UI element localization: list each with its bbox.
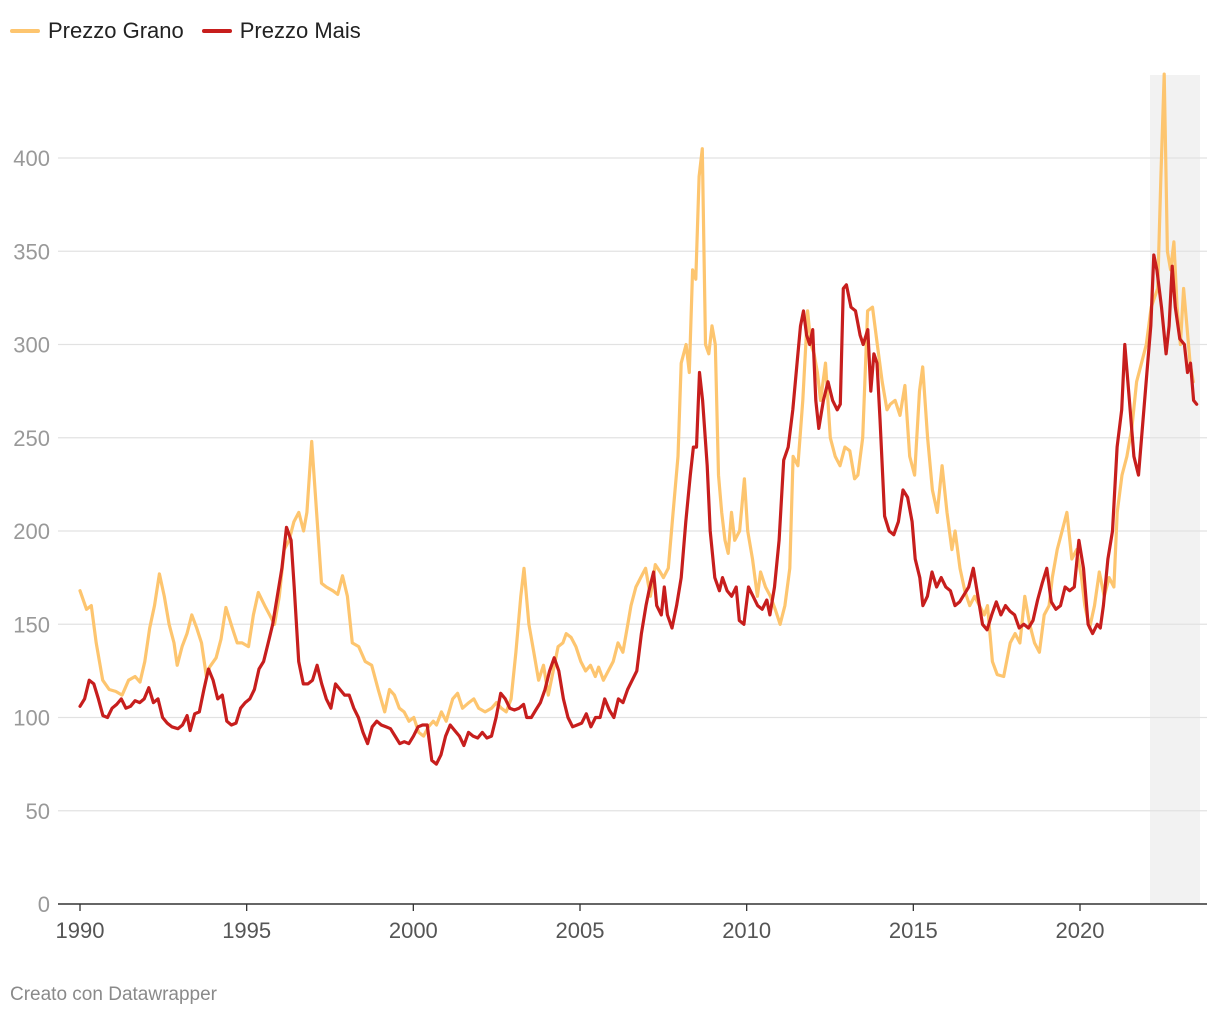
y-tick-label-250: 250 <box>13 426 50 451</box>
legend-swatch-grano <box>10 29 40 33</box>
y-tick-label-50: 50 <box>26 799 50 824</box>
highlight-band <box>1150 75 1200 904</box>
series-line-mais <box>78 253 1199 766</box>
legend-item-mais: Prezzo Mais <box>201 18 361 44</box>
y-tick-label-100: 100 <box>13 706 50 731</box>
legend-label-mais: Prezzo Mais <box>239 18 361 43</box>
x-tick-label-1995: 1995 <box>222 918 271 943</box>
x-tick-label-2015: 2015 <box>889 918 938 943</box>
y-tick-label-0: 0 <box>38 892 50 917</box>
x-tick-label-2000: 2000 <box>389 918 438 943</box>
legend-item-grano: Prezzo Grano <box>10 18 184 44</box>
legend: Prezzo Grano Prezzo Mais <box>10 18 379 44</box>
series-line-grano <box>78 72 1195 738</box>
credit-text: Creato con Datawrapper <box>10 984 217 1005</box>
y-tick-label-400: 400 <box>13 146 50 171</box>
x-tick-label-2020: 2020 <box>1056 918 1105 943</box>
legend-label-grano: Prezzo Grano <box>48 18 184 43</box>
legend-swatch-mais <box>201 29 232 33</box>
x-tick-label-2005: 2005 <box>556 918 605 943</box>
y-tick-label-350: 350 <box>13 239 50 264</box>
y-tick-label-300: 300 <box>13 333 50 358</box>
x-tick-label-1990: 1990 <box>56 918 105 943</box>
y-tick-label-200: 200 <box>13 519 50 544</box>
x-tick-label-2010: 2010 <box>722 918 771 943</box>
line-chart: 0 50 100 150 200 250 300 350 400 1990 1995 2000 2005… <box>13 72 1207 943</box>
y-tick-label-150: 150 <box>13 612 50 637</box>
